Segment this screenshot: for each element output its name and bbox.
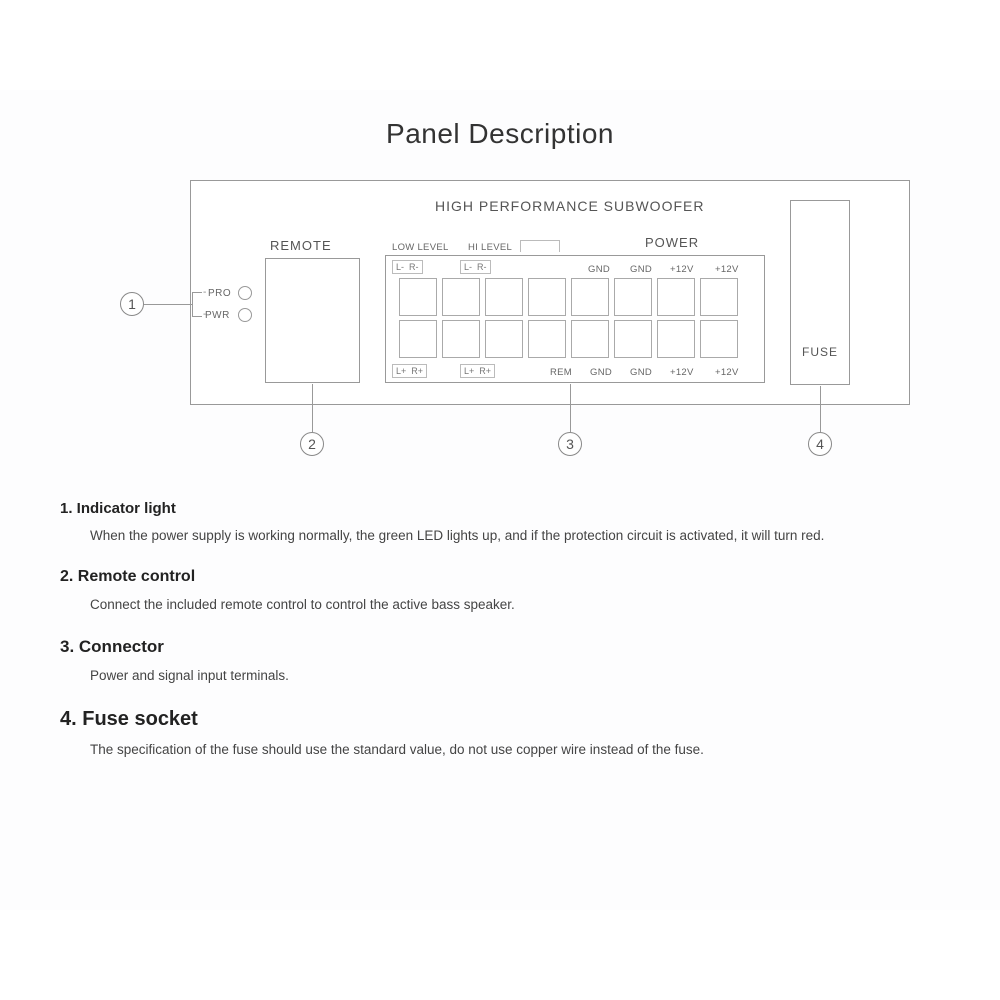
pin	[442, 278, 480, 316]
pin-label-bot-7: +12V	[670, 367, 694, 378]
descriptions: 1. Indicator light When the power supply…	[60, 500, 940, 760]
pin-label-top-6: +12V	[670, 264, 694, 275]
callout-4: 4	[808, 432, 832, 456]
callout-3: 3	[558, 432, 582, 456]
pin-row-bottom	[396, 320, 740, 358]
leader-4	[820, 386, 821, 432]
pin-label-bot-8: +12V	[715, 367, 739, 378]
pin	[399, 320, 437, 358]
hilevel-label: HI LEVEL	[468, 242, 512, 253]
fuse-label: FUSE	[802, 345, 838, 359]
remote-label: REMOTE	[270, 238, 332, 253]
pin-label-top-2: L- R-	[460, 260, 491, 274]
pin	[571, 320, 609, 358]
desc-text-4: The specification of the fuse should use…	[90, 741, 940, 760]
pin-row-top	[396, 278, 740, 316]
desc-text-2: Connect the included remote control to c…	[90, 596, 940, 615]
pin	[571, 278, 609, 316]
pin	[657, 320, 695, 358]
desc-text-1: When the power supply is working normall…	[90, 527, 940, 546]
desc-title-2: 2. Remote control	[60, 568, 940, 586]
pin-label-top-0: L- R-	[392, 260, 423, 274]
pin	[528, 278, 566, 316]
panel-diagram: HIGH PERFORMANCE SUBWOOFER REMOTE PRO PW…	[90, 180, 910, 460]
page-title: Panel Description	[0, 90, 1000, 150]
desc-title-1: 1. Indicator light	[60, 500, 940, 517]
power-label: POWER	[645, 235, 699, 250]
leader-3	[570, 384, 571, 432]
pin-label-top-7: +12V	[715, 264, 739, 275]
leader-2	[312, 384, 313, 432]
desc-item-3: 3. Connector Power and signal input term…	[60, 637, 940, 686]
pin	[485, 278, 523, 316]
desc-title-4: 4. Fuse socket	[60, 708, 940, 731]
led-pwr-icon	[238, 308, 252, 322]
led-pro-icon	[238, 286, 252, 300]
callout-1: 1	[120, 292, 144, 316]
desc-item-1: 1. Indicator light When the power supply…	[60, 500, 940, 546]
led-pro-label: PRO	[208, 288, 231, 299]
pin	[700, 320, 738, 358]
pin-label-bot-6: GND	[630, 367, 652, 378]
desc-item-2: 2. Remote control Connect the included r…	[60, 568, 940, 615]
pin-label-top-5: GND	[630, 264, 652, 275]
desc-title-3: 3. Connector	[60, 637, 940, 657]
pin-label-top-4: GND	[588, 264, 610, 275]
desc-text-3: Power and signal input terminals.	[90, 667, 940, 686]
desc-item-4: 4. Fuse socket The specification of the …	[60, 708, 940, 760]
content-canvas: Panel Description HIGH PERFORMANCE SUBWO…	[0, 90, 1000, 910]
pin	[657, 278, 695, 316]
pin	[399, 278, 437, 316]
connector-box	[385, 255, 765, 383]
pin-label-bot-0: L+ R+	[392, 364, 427, 378]
remote-box	[265, 258, 360, 383]
lowlevel-label: LOW LEVEL	[392, 242, 449, 253]
callout-2: 2	[300, 432, 324, 456]
pin-label-bot-5: GND	[590, 367, 612, 378]
pin-label-bot-2: L+ R+	[460, 364, 495, 378]
pin	[614, 320, 652, 358]
pin	[528, 320, 566, 358]
pin	[485, 320, 523, 358]
led-pwr-label: PWR	[205, 310, 230, 321]
pin	[614, 278, 652, 316]
main-label: HIGH PERFORMANCE SUBWOOFER	[435, 198, 704, 214]
pin-label-bot-4: REM	[550, 367, 572, 378]
leader-1	[144, 304, 192, 305]
pin	[442, 320, 480, 358]
pin	[700, 278, 738, 316]
